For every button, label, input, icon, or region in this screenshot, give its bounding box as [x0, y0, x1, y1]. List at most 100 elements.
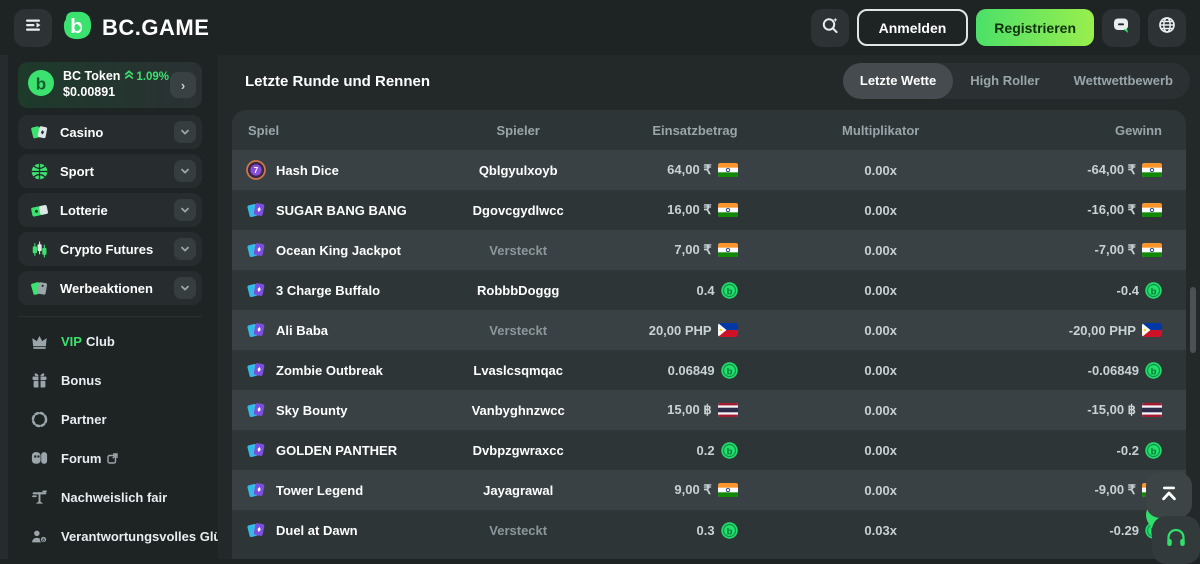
sidebar-item-label: Crypto Futures: [60, 241, 154, 257]
table-row[interactable]: 7 Hash Dice Qblgyulxoyb 64,00 ₹ 0.00x -64…: [232, 150, 1186, 190]
flag-thailand: [1141, 403, 1162, 417]
tab-high-roller[interactable]: High Roller: [970, 73, 1040, 88]
column-header-spiel: Spiel: [248, 122, 280, 138]
svg-text:b: b: [726, 446, 732, 457]
ticket-icon: [30, 201, 49, 220]
sidebar-item-label: Sport: [60, 163, 94, 179]
player-name: Dgovcgydlwcc: [472, 202, 564, 218]
bet-amount: 16,00 ₹: [667, 202, 712, 217]
win-amount: -0.29: [1109, 522, 1139, 538]
token-expand-button[interactable]: ›: [170, 72, 196, 98]
sidebar-toggle-button[interactable]: [14, 8, 52, 47]
win-amount: -7,00 ₹: [1094, 242, 1136, 257]
link-label-accent: VIP: [61, 334, 82, 349]
page-scrollbar-thumb[interactable]: [1190, 287, 1196, 353]
main-content: Letzte Runde und Rennen Letzte Wette High…: [218, 55, 1200, 559]
bc-token-card[interactable]: b BC Token 1.09% $0.00891 ›: [18, 62, 202, 108]
table-row[interactable]: Ali Baba Versteckt 20,00 PHP 0.00x -20,0…: [232, 310, 1186, 350]
game-name: Duel at Dawn: [276, 522, 358, 538]
multiplier-value: 0.00x: [864, 242, 897, 258]
player-name: Qblgyulxoyb: [478, 162, 558, 178]
chevron-down-icon[interactable]: [174, 238, 196, 260]
sidebar-link-forum[interactable]: Forum: [18, 439, 218, 478]
search-button[interactable]: [810, 8, 849, 47]
register-button[interactable]: Registrieren: [976, 9, 1094, 46]
bc-coin: b: [720, 281, 738, 299]
login-button[interactable]: Anmelden: [856, 9, 969, 46]
sidebar-item-sport[interactable]: Sport: [18, 154, 202, 188]
tab-wettwettbewerb[interactable]: Wettwettbewerb: [1073, 73, 1173, 88]
table-row[interactable]: Tower Legend Jayagrawal 9,00 ₹ 0.00x -9,…: [232, 470, 1186, 510]
game-name: SUGAR BANG BANG: [276, 202, 407, 218]
flag-india: [717, 483, 738, 497]
token-change: 1.09%: [124, 70, 169, 84]
sidebar-link-nachweislich-fair[interactable]: Nachweislich fair: [18, 478, 218, 517]
sidebar-menu: Casino Sport Lotterie Crypto Futures Werbeak…: [18, 115, 202, 305]
external-link-icon: [107, 453, 119, 464]
flag-philippines: [717, 323, 738, 337]
player-name: Dvbpzgwraxcc: [472, 442, 564, 458]
cards-icon: [30, 123, 49, 142]
bc-logo-icon: b: [60, 9, 93, 47]
bets-tabs: Letzte Wette High Roller Wettwettbewerb: [842, 63, 1190, 99]
chevron-down-icon[interactable]: [174, 121, 196, 143]
support-button[interactable]: [1152, 516, 1200, 564]
sidebar-item-lotterie[interactable]: Lotterie: [18, 193, 202, 227]
candles-icon: [30, 240, 49, 259]
win-amount: -15,00 ฿: [1087, 402, 1136, 417]
chevron-down-icon[interactable]: [174, 199, 196, 221]
sidebar-item-label: Werbeaktionen: [60, 280, 153, 296]
bet-amount: 9,00 ₹: [674, 482, 712, 497]
win-amount: -9,00 ₹: [1094, 482, 1136, 497]
bc-coin: b: [1145, 441, 1162, 459]
win-amount: -0.2: [1116, 442, 1139, 458]
game-name: GOLDEN PANTHER: [276, 442, 398, 458]
chevron-down-icon[interactable]: [174, 277, 196, 299]
sidebar-scrollbar[interactable]: [0, 55, 8, 559]
player-name: Versteckt: [489, 522, 548, 538]
flag-india: [717, 243, 738, 257]
table-row[interactable]: Zombie Outbreak Lvaslcsqmqac 0.06849 b 0.…: [232, 350, 1186, 390]
multiplier-value: 0.00x: [864, 322, 897, 338]
multiplier-value: 0.00x: [864, 362, 897, 378]
win-amount: -16,00 ₹: [1087, 202, 1136, 217]
chat-button[interactable]: [1102, 8, 1140, 47]
table-row[interactable]: SUGAR BANG BANG Dgovcgydlwcc 16,00 ₹ 0.0…: [232, 190, 1186, 230]
sidebar-item-werbeaktionen[interactable]: Werbeaktionen: [18, 271, 202, 305]
table-row[interactable]: Sky Bounty Vanbyghnzwcc 15,00 ฿ 0.00x -1…: [232, 390, 1186, 430]
tab-letzte-wette[interactable]: Letzte Wette: [842, 63, 954, 99]
sidebar: b BC Token 1.09% $0.00891 › Casino Sport L…: [0, 55, 218, 559]
table-body: 7 Hash Dice Qblgyulxoyb 64,00 ₹ 0.00x -64…: [232, 150, 1186, 550]
language-button[interactable]: [1148, 8, 1186, 47]
forum-icon: [30, 449, 49, 468]
brand-logo[interactable]: b BC.GAME: [60, 9, 209, 47]
bc-coin: b: [720, 521, 738, 539]
slots-icon: [246, 440, 266, 460]
multiplier-value: 0.00x: [864, 162, 897, 178]
bc-coin: b: [720, 361, 738, 379]
bet-amount: 0.2: [696, 442, 715, 458]
scroll-to-top-button[interactable]: [1146, 472, 1192, 518]
bc-coin-icon: b: [27, 69, 55, 102]
sidebar-item-casino[interactable]: Casino: [18, 115, 202, 149]
slots-icon: [246, 280, 266, 300]
svg-text:b: b: [726, 526, 732, 537]
sidebar-link-partner[interactable]: Partner: [18, 400, 218, 439]
table-row[interactable]: Ocean King Jackpot Versteckt 7,00 ₹ 0.00…: [232, 230, 1186, 270]
sidebar-link-bonus[interactable]: Bonus: [18, 361, 218, 400]
link-label: Verantwortungsvolles Glü: [61, 529, 218, 544]
svg-text:b: b: [70, 15, 82, 37]
multiplier-value: 0.00x: [864, 282, 897, 298]
table-row[interactable]: Duel at Dawn Versteckt 0.3b 0.03x -0.29b: [232, 510, 1186, 550]
sidebar-link-verantwortungsvolles-gl[interactable]: 8 Verantwortungsvolles Glü: [18, 517, 218, 556]
win-amount: -0.06849: [1087, 362, 1139, 378]
sidebar-link-vip-club[interactable]: VIP Club: [18, 322, 218, 361]
flag-thailand: [717, 403, 738, 417]
table-row[interactable]: 3 Charge Buffalo RobbbDoggg 0.4 b 0.00x -…: [232, 270, 1186, 310]
player-name: Lvaslcsqmqac: [473, 362, 563, 378]
token-name: BC Token: [63, 69, 121, 84]
fairness-icon: [30, 488, 49, 507]
table-row[interactable]: GOLDEN PANTHER Dvbpzgwraxcc 0.2 b 0.00x -…: [232, 430, 1186, 470]
sidebar-item-crypto-futures[interactable]: Crypto Futures: [18, 232, 202, 266]
chevron-down-icon[interactable]: [174, 160, 196, 182]
